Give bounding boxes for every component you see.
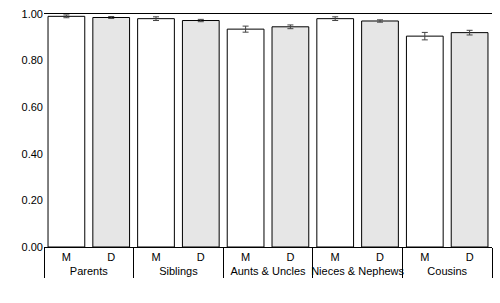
svg-text:M: M — [241, 251, 250, 263]
svg-text:Siblings: Siblings — [159, 265, 198, 277]
svg-text:0.60: 0.60 — [22, 101, 43, 113]
svg-text:1.00: 1.00 — [22, 8, 43, 20]
svg-text:0.80: 0.80 — [22, 54, 43, 66]
svg-text:Cousins: Cousins — [427, 265, 467, 277]
svg-text:D: D — [466, 251, 474, 263]
svg-text:0.40: 0.40 — [22, 148, 43, 160]
svg-text:D: D — [197, 251, 205, 263]
svg-text:0.00: 0.00 — [22, 241, 43, 253]
svg-text:M: M — [62, 251, 71, 263]
svg-text:Nieces & Nephews: Nieces & Nephews — [311, 265, 404, 277]
svg-text:D: D — [286, 251, 294, 263]
svg-text:Parents: Parents — [70, 265, 108, 277]
svg-text:0.20: 0.20 — [22, 194, 43, 206]
svg-text:D: D — [376, 251, 384, 263]
svg-text:D: D — [107, 251, 115, 263]
svg-text:M: M — [151, 251, 160, 263]
svg-text:M: M — [420, 251, 429, 263]
svg-text:M: M — [331, 251, 340, 263]
svg-text:Aunts & Uncles: Aunts & Uncles — [230, 265, 306, 277]
